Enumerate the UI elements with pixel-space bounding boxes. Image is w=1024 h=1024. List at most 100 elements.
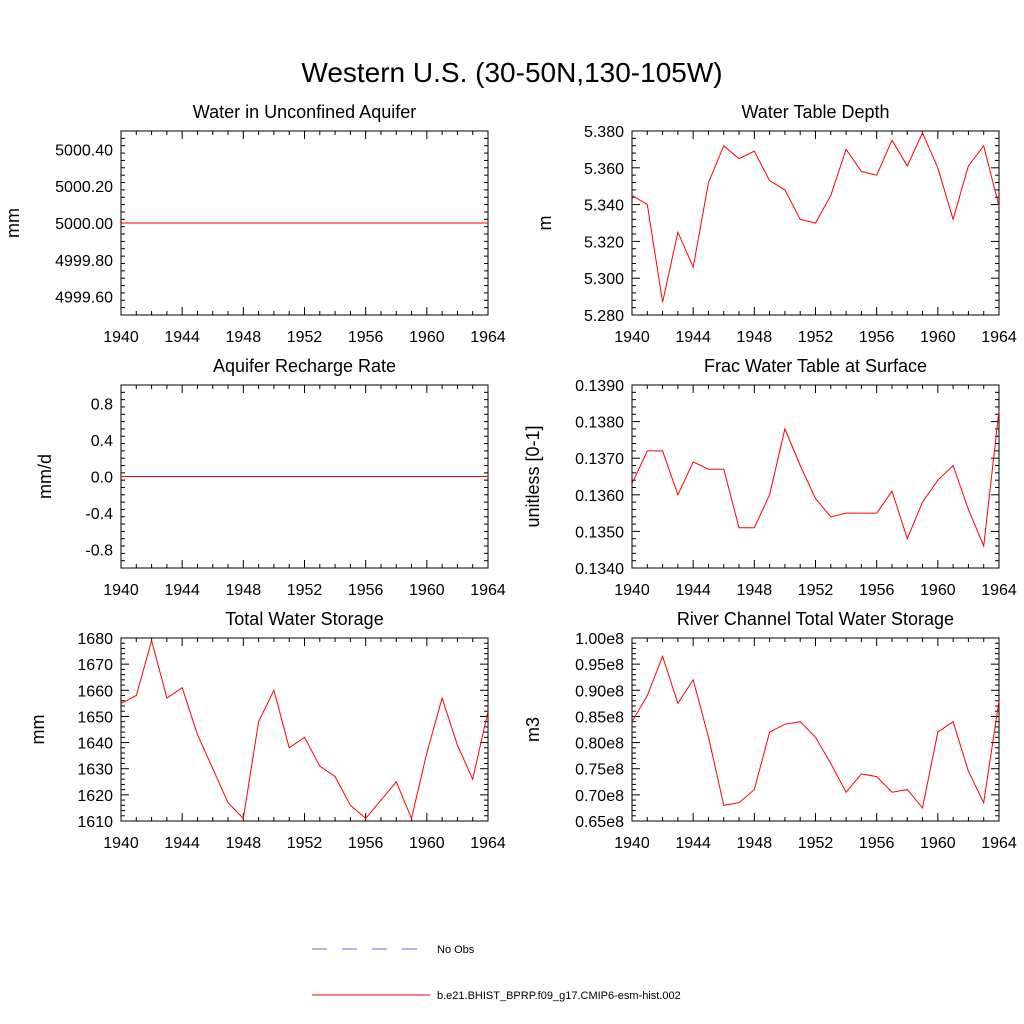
x-tick-label: 1944 — [675, 582, 711, 599]
plot-frame — [631, 637, 1000, 822]
x-tick-label: 1948 — [226, 835, 262, 852]
x-tick-label: 1952 — [798, 329, 834, 346]
x-tick-label: 1964 — [981, 582, 1017, 599]
series-line-1 — [120, 638, 489, 821]
x-tick-label: 1944 — [164, 582, 200, 599]
chart-panel-5: Total Water Storage 1940 1944 1948 1952 1956 1… — [28, 609, 506, 852]
y-axis-label: m3 — [523, 717, 543, 742]
y-tick-label: 1650 — [77, 709, 113, 726]
y-tick-label: 5.340 — [584, 198, 624, 215]
chart-panel-3: Aquifer Recharge Rate 1940 1944 1948 1952 195… — [35, 356, 506, 599]
x-tick-label: 1964 — [470, 835, 506, 852]
x-tick-label: 1940 — [103, 329, 139, 346]
y-tick-label: 5000.20 — [55, 179, 113, 196]
x-tick-label: 1956 — [348, 329, 384, 346]
series-line-1 — [631, 654, 1000, 810]
panel-title: River Channel Total Water Storage — [677, 609, 954, 629]
legend-label: b.e21.BHIST_BPRP.f09_g17.CMIP6-esm-hist.… — [437, 990, 681, 1002]
x-tick-label: 1940 — [614, 835, 650, 852]
y-tick-label: 5.320 — [584, 234, 624, 251]
y-tick-label: 1640 — [77, 736, 113, 753]
x-tick-label: 1948 — [226, 329, 262, 346]
y-tick-label: 0.1380 — [575, 415, 624, 432]
y-tick-label: 5.280 — [584, 308, 624, 325]
y-tick-label: 1670 — [77, 657, 113, 674]
y-axis-label: mm — [3, 208, 23, 238]
y-tick-label: 0.95e8 — [575, 657, 624, 674]
x-tick-label: 1948 — [226, 582, 262, 599]
panel-title: Aquifer Recharge Rate — [213, 356, 396, 376]
y-tick-label: 0.0 — [91, 470, 113, 487]
x-tick-label: 1964 — [470, 329, 506, 346]
y-axis-label: mm — [28, 715, 48, 745]
y-tick-label: 0.1390 — [575, 378, 624, 395]
y-tick-label: 0.80e8 — [575, 736, 624, 753]
legend-entry-1: No Obs — [312, 944, 475, 956]
x-tick-label: 1956 — [348, 582, 384, 599]
y-axis-label: mm/d — [35, 454, 55, 499]
y-tick-label: 4999.60 — [55, 290, 113, 307]
x-tick-label: 1944 — [675, 329, 711, 346]
panels: Water in Unconfined Aquifer 1940 1944 1948 1… — [3, 102, 1017, 852]
series-line-1 — [631, 131, 1000, 303]
chart-panel-6: River Channel Total Water Storage 1940 194… — [523, 609, 1017, 852]
x-tick-label: 1960 — [920, 329, 956, 346]
x-tick-label: 1964 — [470, 582, 506, 599]
x-tick-label: 1952 — [287, 582, 323, 599]
y-tick-label: 1.00e8 — [575, 631, 624, 648]
x-tick-label: 1956 — [859, 329, 895, 346]
y-tick-label: 5.300 — [584, 271, 624, 288]
y-tick-label: 0.1360 — [575, 488, 624, 505]
y-tick-label: 0.85e8 — [575, 709, 624, 726]
panel-title: Total Water Storage — [225, 609, 383, 629]
x-tick-label: 1960 — [920, 582, 956, 599]
y-tick-label: 0.4 — [91, 433, 113, 450]
y-tick-label: 0.1350 — [575, 524, 624, 541]
y-tick-label: 0.65e8 — [575, 814, 624, 831]
x-tick-label: 1964 — [981, 329, 1017, 346]
y-axis-label: unitless [0-1] — [523, 425, 543, 527]
chart-panel-4: Frac Water Table at Surface 1940 1944 1948 1… — [523, 356, 1017, 599]
x-tick-label: 1940 — [103, 835, 139, 852]
y-tick-label: 1660 — [77, 683, 113, 700]
x-tick-label: 1944 — [164, 835, 200, 852]
x-tick-label: 1956 — [348, 835, 384, 852]
y-tick-label: 0.1370 — [575, 451, 624, 468]
y-tick-label: 1680 — [77, 631, 113, 648]
x-tick-label: 1952 — [287, 329, 323, 346]
y-tick-label: 5000.00 — [55, 216, 113, 233]
x-tick-label: 1956 — [859, 582, 895, 599]
y-tick-label: 5.380 — [584, 124, 624, 141]
x-tick-label: 1940 — [614, 582, 650, 599]
y-tick-label: 5.360 — [584, 161, 624, 178]
y-tick-label: 1610 — [77, 814, 113, 831]
x-tick-label: 1952 — [287, 835, 323, 852]
legend-label: No Obs — [437, 944, 475, 956]
y-tick-label: 0.70e8 — [575, 788, 624, 805]
y-tick-label: 0.8 — [91, 396, 113, 413]
x-tick-label: 1956 — [859, 835, 895, 852]
series-line-1 — [631, 410, 1000, 548]
chart-panel-1: Water in Unconfined Aquifer 1940 1944 1948 1… — [3, 102, 506, 346]
panel-title: Water Table Depth — [741, 102, 889, 122]
y-tick-label: 0.90e8 — [575, 683, 624, 700]
x-tick-label: 1952 — [798, 582, 834, 599]
chart-panel-2: Water Table Depth 1940 1944 1948 1952 1956 196… — [535, 102, 1017, 346]
y-tick-label: -0.4 — [85, 506, 113, 523]
x-tick-label: 1948 — [737, 582, 773, 599]
x-tick-label: 1964 — [981, 835, 1017, 852]
x-tick-label: 1944 — [164, 329, 200, 346]
x-tick-label: 1960 — [409, 329, 445, 346]
plot-frame — [631, 384, 1000, 569]
y-tick-label: 1620 — [77, 788, 113, 805]
x-tick-label: 1940 — [103, 582, 139, 599]
x-tick-label: 1948 — [737, 835, 773, 852]
main-title: Western U.S. (30-50N,130-105W) — [301, 57, 722, 88]
y-tick-label: 0.1340 — [575, 561, 624, 578]
x-tick-label: 1952 — [798, 835, 834, 852]
x-tick-label: 1944 — [675, 835, 711, 852]
x-tick-label: 1948 — [737, 329, 773, 346]
x-tick-label: 1960 — [409, 835, 445, 852]
panel-title: Frac Water Table at Surface — [704, 356, 927, 376]
